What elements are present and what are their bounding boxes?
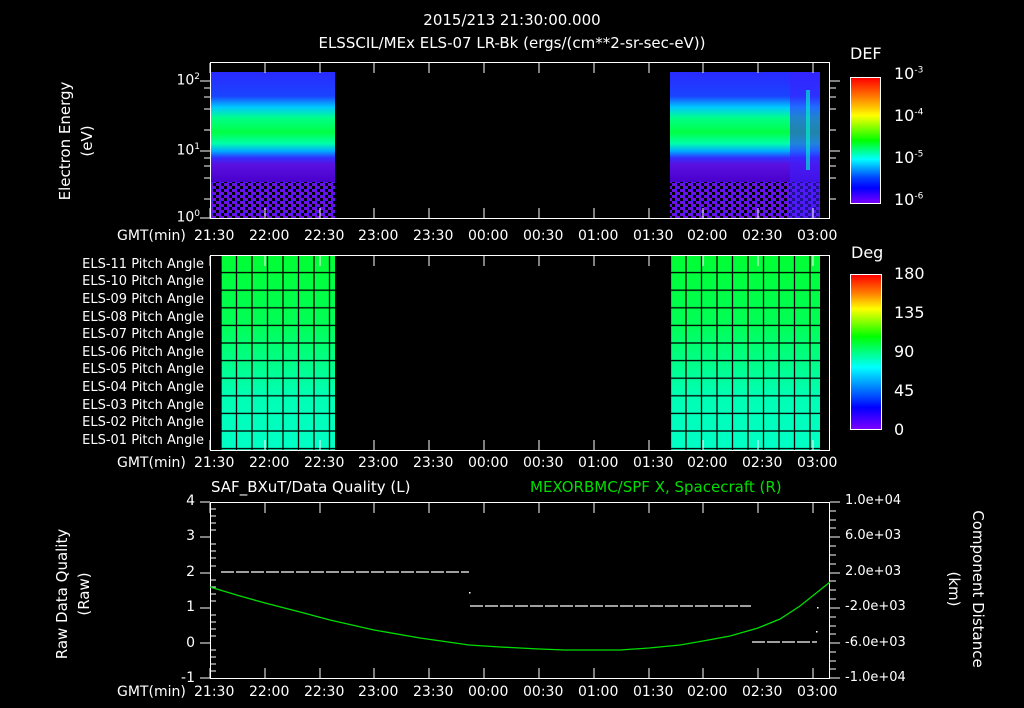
ytick-1e2: 102 xyxy=(176,72,200,89)
xaxis-label-2: GMT(min) xyxy=(117,455,186,471)
xaxis-label-3: GMT(min) xyxy=(117,684,186,700)
deg-tick-45: 45 xyxy=(894,381,915,400)
def-tick-1e-3: 10-3 xyxy=(894,64,924,83)
ytick-1e1: 101 xyxy=(176,142,200,159)
spacecraft-x-series xyxy=(209,581,831,651)
ytick-1e0: 100 xyxy=(176,209,200,226)
deg-colorbar xyxy=(850,274,882,430)
xaxis-label-1: GMT(min) xyxy=(117,228,186,244)
deg-tick-90: 90 xyxy=(894,342,915,361)
deg-tick-135: 135 xyxy=(894,303,925,322)
def-colorbar xyxy=(850,77,881,204)
deg-tick-180: 180 xyxy=(894,264,925,283)
def-colorbar-title: DEF xyxy=(850,44,882,63)
data-quality-series xyxy=(221,571,817,643)
right-series-title: MEXORBMC/SPF X, Spacecraft (R) xyxy=(530,478,782,496)
left-series-title: SAF_BXuT/Data Quality (L) xyxy=(211,478,411,496)
plot-subtitle: ELSSCIL/MEx ELS-07 LR-Bk (ergs/(cm**2-sr… xyxy=(318,34,706,52)
plot-datetime: 2015/213 21:30:00.000 xyxy=(423,11,601,29)
deg-tick-0: 0 xyxy=(894,420,905,439)
deg-colorbar-title: Deg xyxy=(851,243,884,262)
def-tick-1e-4: 10-4 xyxy=(894,106,924,125)
def-tick-1e-5: 10-5 xyxy=(894,148,924,167)
def-tick-1e-6: 10-6 xyxy=(894,190,924,209)
